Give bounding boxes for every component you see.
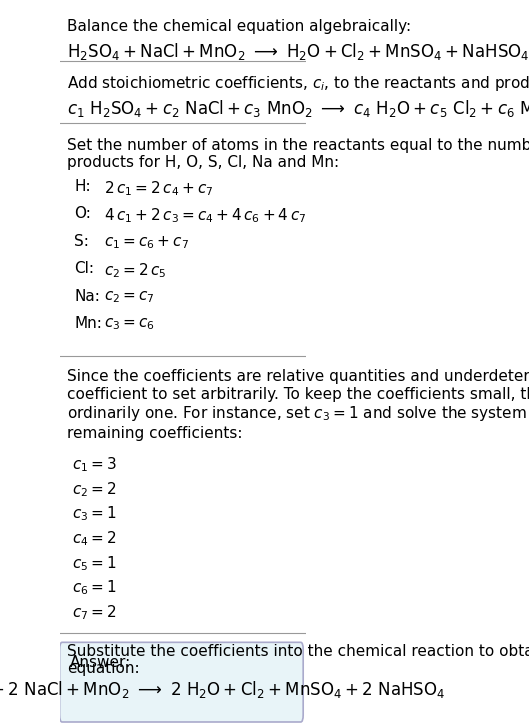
- Text: Answer:: Answer:: [69, 655, 131, 670]
- Text: $c_2 = 2\,c_5$: $c_2 = 2\,c_5$: [104, 262, 167, 280]
- Text: $4\,c_1 + 2\,c_3 = c_4 + 4\,c_6 + 4\,c_7$: $4\,c_1 + 2\,c_3 = c_4 + 4\,c_6 + 4\,c_7…: [104, 206, 306, 225]
- Text: Mn:: Mn:: [75, 316, 102, 332]
- Text: $c_3 = c_6$: $c_3 = c_6$: [104, 316, 155, 332]
- Text: $c_4 = 2$: $c_4 = 2$: [72, 529, 116, 548]
- Text: Add stoichiometric coefficients, $c_i$, to the reactants and products:: Add stoichiometric coefficients, $c_i$, …: [67, 74, 529, 93]
- Text: $c_1 = c_6 + c_7$: $c_1 = c_6 + c_7$: [104, 234, 189, 251]
- FancyBboxPatch shape: [60, 643, 303, 722]
- Text: Set the number of atoms in the reactants equal to the number of atoms in the
pro: Set the number of atoms in the reactants…: [67, 137, 529, 170]
- Text: Substitute the coefficients into the chemical reaction to obtain the balanced
eq: Substitute the coefficients into the che…: [67, 644, 529, 676]
- Text: $c_6 = 1$: $c_6 = 1$: [72, 579, 116, 598]
- Text: Na:: Na:: [75, 289, 101, 304]
- Text: $\mathrm{H_2SO_4 + NaCl + MnO_2 \ \longrightarrow \ H_2O + Cl_2 + MnSO_4 + NaHSO: $\mathrm{H_2SO_4 + NaCl + MnO_2 \ \longr…: [67, 41, 529, 63]
- Text: Balance the chemical equation algebraically:: Balance the chemical equation algebraica…: [67, 20, 411, 34]
- Text: $c_3 = 1$: $c_3 = 1$: [72, 505, 116, 523]
- Text: $c_7 = 2$: $c_7 = 2$: [72, 603, 116, 622]
- Text: $c_1 = 3$: $c_1 = 3$: [72, 456, 117, 474]
- Text: S:: S:: [75, 234, 89, 249]
- Text: H:: H:: [75, 179, 91, 194]
- Text: $2\,c_1 = 2\,c_4 + c_7$: $2\,c_1 = 2\,c_4 + c_7$: [104, 179, 213, 198]
- Text: $c_2 = c_7$: $c_2 = c_7$: [104, 289, 154, 305]
- Text: $c_5 = 1$: $c_5 = 1$: [72, 554, 116, 573]
- Text: O:: O:: [75, 206, 92, 221]
- Text: Since the coefficients are relative quantities and underdetermined, choose a
coe: Since the coefficients are relative quan…: [67, 369, 529, 441]
- Text: Cl:: Cl:: [75, 262, 94, 276]
- Text: $c_2 = 2$: $c_2 = 2$: [72, 480, 116, 499]
- Text: $3\ \mathrm{H_2SO_4} + 2\ \mathrm{NaCl} + \mathrm{MnO_2} \ \longrightarrow \ 2\ : $3\ \mathrm{H_2SO_4} + 2\ \mathrm{NaCl} …: [0, 680, 446, 701]
- Text: $c_1\ \mathrm{H_2SO_4} + c_2\ \mathrm{NaCl} + c_3\ \mathrm{MnO_2} \ \longrightar: $c_1\ \mathrm{H_2SO_4} + c_2\ \mathrm{Na…: [67, 97, 529, 119]
